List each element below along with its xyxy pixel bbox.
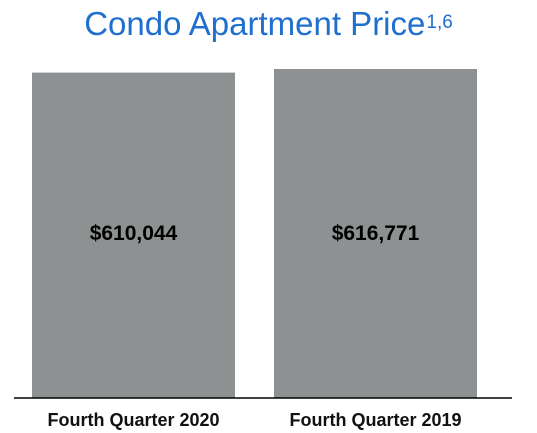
bar-value-label-2: $616,771: [332, 222, 420, 245]
bar-value-label-1: $610,044: [90, 222, 178, 245]
chart-title: Condo Apartment Price1,6: [0, 4, 537, 44]
labels-layer: $610,044 $616,771: [90, 222, 420, 245]
chart-title-footnote: 1,6: [426, 12, 453, 33]
bars-layer: [32, 69, 477, 398]
bar-1: [32, 72, 235, 398]
ticks-layer: Fourth Quarter 2020 Fourth Quarter 2019: [47, 410, 461, 430]
chart-title-text: Condo Apartment Price: [84, 5, 426, 42]
bar-2: [274, 69, 477, 398]
x-tick-label-1: Fourth Quarter 2020: [47, 410, 219, 430]
x-tick-label-2: Fourth Quarter 2019: [289, 410, 461, 430]
